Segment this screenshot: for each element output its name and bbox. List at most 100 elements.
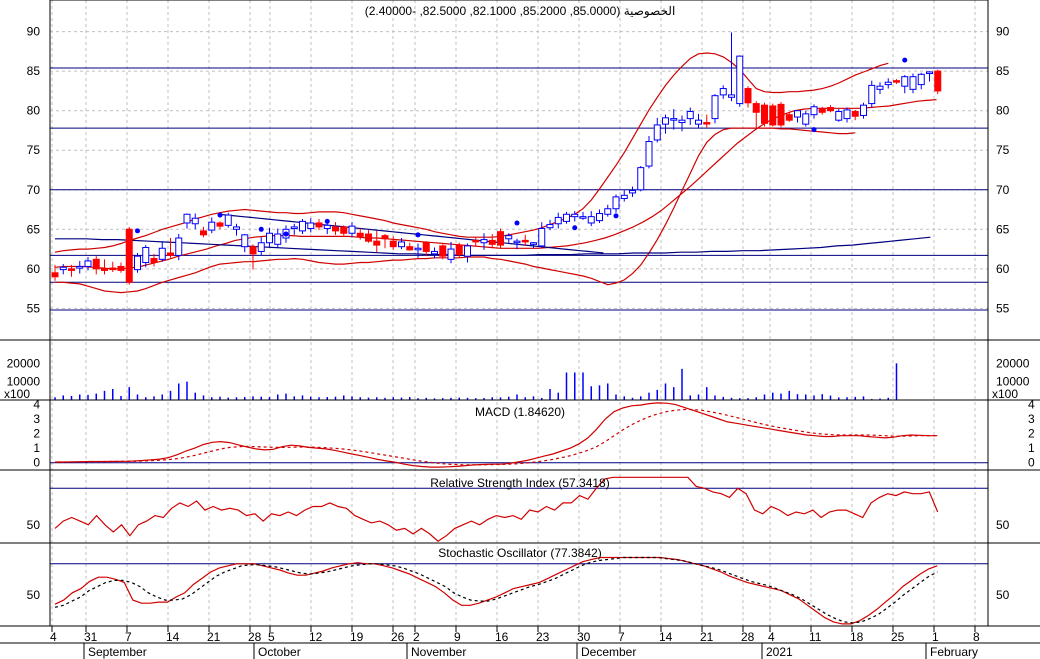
candle-body <box>695 119 702 125</box>
x-month-label: February <box>930 645 978 659</box>
signal-dot <box>324 218 330 224</box>
candle-body <box>521 239 529 243</box>
candle-body <box>513 240 521 244</box>
candle-body <box>901 76 909 87</box>
price-tick-label-right: 80 <box>996 104 1010 118</box>
candle-body <box>909 76 917 90</box>
x-day-label: 11 <box>809 630 822 644</box>
candle-body <box>893 80 900 83</box>
macd-signal-line <box>54 408 938 466</box>
candle-body <box>167 252 174 256</box>
candle-body <box>497 231 504 246</box>
macd-tick-label-right: 4 <box>1028 397 1035 411</box>
macd-tick-label-right: 1 <box>1028 441 1035 455</box>
signal-dot <box>811 127 817 133</box>
candle-body <box>835 110 843 121</box>
candle-body <box>51 272 59 278</box>
candle-body <box>761 104 768 124</box>
candle-body <box>884 81 892 86</box>
panel-frame <box>49 0 989 341</box>
signal-dot <box>217 212 223 218</box>
candle-body <box>150 258 158 264</box>
price-tick-label-right: 55 <box>996 301 1010 315</box>
candle-body <box>662 117 669 125</box>
candle-body <box>373 240 381 246</box>
candle-body <box>68 268 75 271</box>
candle-body <box>472 239 480 243</box>
candle-body <box>604 208 612 215</box>
price-tick-label-right: 70 <box>996 183 1010 197</box>
x-day-label: 23 <box>536 630 550 644</box>
x-day-label: 21 <box>207 630 221 644</box>
macd-title: MACD (1.84620) <box>475 405 565 419</box>
candle-body <box>505 235 513 240</box>
macd-tick-label-left: 2 <box>33 427 40 441</box>
x-day-label: 9 <box>454 630 461 644</box>
candle-body <box>348 225 356 234</box>
volume-tick-label-left: 20000 <box>7 356 41 370</box>
macd-line <box>55 402 938 468</box>
x-day-label: 28 <box>248 630 262 644</box>
price-tick-label-left: 70 <box>27 183 41 197</box>
candle-body <box>315 222 323 228</box>
signal-dot <box>514 220 520 226</box>
rsi-tick-label-right: 50 <box>996 518 1010 532</box>
grid-lines <box>50 0 988 626</box>
candle-body <box>851 110 859 117</box>
x-day-label: 7 <box>125 630 132 644</box>
signal-dot <box>572 225 578 231</box>
panel-frame <box>49 339 989 401</box>
price-tick-label-left: 55 <box>27 301 41 315</box>
signal-dot <box>415 232 421 238</box>
x-day-label: 25 <box>891 630 905 644</box>
candle-body <box>538 228 546 247</box>
candle-body <box>711 95 719 120</box>
x-day-label: 21 <box>700 630 714 644</box>
candle-body <box>332 226 339 232</box>
candle-body <box>678 119 686 124</box>
rsi-title: Relative Strength Index (57.3418) <box>430 476 609 490</box>
bollinger-upper-line <box>54 52 889 253</box>
candle-body <box>389 240 397 248</box>
candle-body <box>422 242 430 252</box>
candle-body <box>488 239 496 245</box>
candle-body <box>398 241 405 248</box>
candle-body <box>736 55 744 105</box>
macd-tick-label-left: 0 <box>33 456 40 470</box>
volume-unit-label: x100 <box>4 387 30 401</box>
price-tick-label-right: 65 <box>996 222 1010 236</box>
x-day-label: 2 <box>413 630 420 644</box>
candle-body <box>818 108 826 113</box>
candle-body <box>703 122 711 125</box>
candle-body <box>183 213 191 224</box>
candle-body <box>480 239 488 244</box>
candle-body <box>266 232 273 244</box>
candle-body <box>431 250 438 255</box>
candle-body <box>175 237 183 256</box>
macd-tick-label-right: 3 <box>1028 412 1035 426</box>
candle-body <box>117 265 125 271</box>
candle-body <box>571 213 579 218</box>
volume-unit-label: x100 <box>992 387 1018 401</box>
candle-body <box>785 114 793 121</box>
short-moving-average-line <box>219 213 604 254</box>
candle-body <box>719 88 727 96</box>
x-day-label: 8 <box>973 630 980 644</box>
candle-body <box>686 110 694 120</box>
candle-body <box>794 110 801 118</box>
volume-bars <box>54 363 898 400</box>
x-day-label: 7 <box>618 630 625 644</box>
price-tick-label-left: 60 <box>27 262 41 276</box>
stochastic-title: Stochastic Oscillator (77.3842) <box>438 546 601 560</box>
x-day-label: 19 <box>350 630 364 644</box>
signal-dot <box>258 226 264 232</box>
candle-body <box>224 214 232 226</box>
macd-tick-label-right: 2 <box>1028 427 1035 441</box>
macd-tick-label-left: 4 <box>33 397 40 411</box>
stochastic-tick-label-right: 50 <box>996 588 1010 602</box>
signal-dot <box>613 213 619 219</box>
candle-body <box>249 246 257 255</box>
candle-body <box>563 213 570 222</box>
